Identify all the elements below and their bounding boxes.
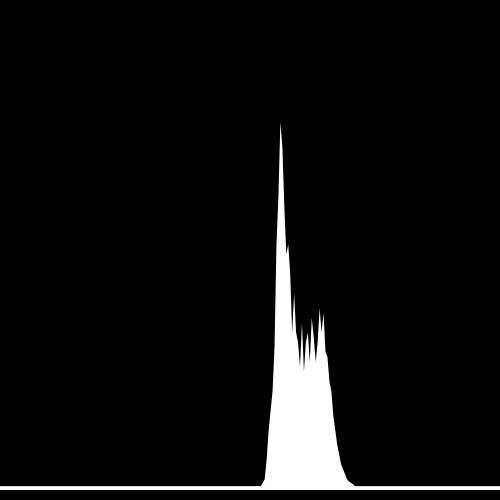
plot-area [0,122,500,490]
